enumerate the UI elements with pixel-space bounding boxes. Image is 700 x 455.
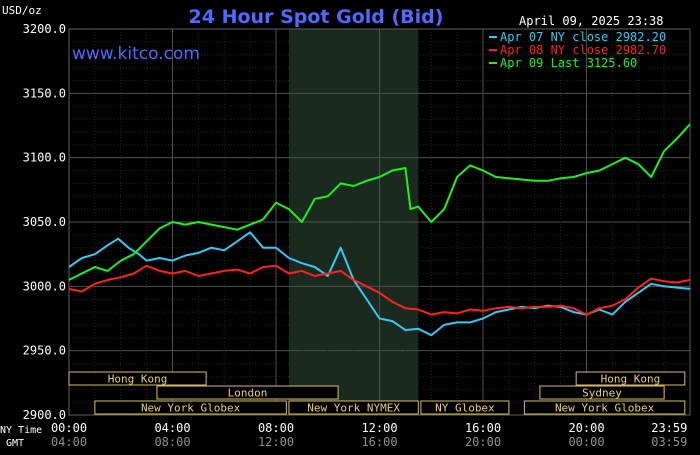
session-box (288, 400, 419, 415)
session-label: New York Globex (555, 402, 655, 415)
y-tick-label: 3000.0 (23, 279, 66, 293)
y-tick-label: 3150.0 (23, 86, 66, 100)
site-url: www.kitco.com (72, 44, 200, 64)
session-box (68, 371, 207, 386)
legend-entry: Apr 08 NY close 2982.70 (500, 43, 666, 57)
x-tick-label-gmt: 20:00 (465, 435, 501, 449)
x-tick-label-ny: 00:00 (51, 421, 87, 435)
session-label: NY Globex (435, 402, 495, 415)
series-line-3 (68, 123, 691, 281)
session-box (539, 385, 665, 400)
x-tick-label-gmt: 03:59 (651, 435, 687, 449)
y-tick-label: 3050.0 (23, 215, 66, 229)
x-tick-label-gmt: 12:00 (258, 435, 294, 449)
timestamp: April 09, 2025 23:38 (519, 14, 664, 28)
session-label: Hong Kong (601, 373, 661, 386)
legend-entry: Apr 07 NY close 2982.20 (500, 30, 666, 44)
x-tick-label-ny: 20:00 (568, 421, 604, 435)
x-tick-label-ny: 12:00 (361, 421, 397, 435)
session-box (420, 400, 510, 415)
y-tick-label: 2950.0 (23, 344, 66, 358)
x-tick-label-gmt: 16:00 (361, 435, 397, 449)
x-tick-label-gmt: 00:00 (568, 435, 604, 449)
y-tick-label: 2900.0 (23, 408, 66, 422)
row-label-ny: NY Time (0, 425, 42, 436)
x-tick-label-ny: 08:00 (258, 421, 294, 435)
x-tick-label-ny: 16:00 (465, 421, 501, 435)
session-box (523, 400, 686, 415)
row-label-gmt: GMT (6, 438, 24, 449)
session-box (575, 371, 686, 386)
session-label: Sydney (582, 387, 622, 400)
session-box (156, 385, 339, 400)
plot-frame (68, 28, 691, 416)
y-axis-unit: USD/oz (2, 4, 42, 17)
y-tick-label: 3100.0 (23, 151, 66, 165)
legend-entry: Apr 09 Last 3125.60 (500, 56, 637, 70)
x-tick-label-ny: 04:00 (154, 421, 190, 435)
y-tick-label: 3200.0 (23, 22, 66, 36)
x-tick-label-ny: 23:59 (651, 421, 687, 435)
series-line-2 (68, 264, 691, 316)
session-label: London (228, 387, 268, 400)
chart-title: 24 Hour Spot Gold (Bid) (189, 6, 444, 28)
x-tick-label-gmt: 04:00 (51, 435, 87, 449)
session-label: Hong Kong (108, 373, 168, 386)
session-label: New York Globex (141, 402, 241, 415)
x-tick-label-gmt: 08:00 (154, 435, 190, 449)
session-box (94, 400, 287, 415)
session-label: New York NYMEX (307, 402, 400, 415)
